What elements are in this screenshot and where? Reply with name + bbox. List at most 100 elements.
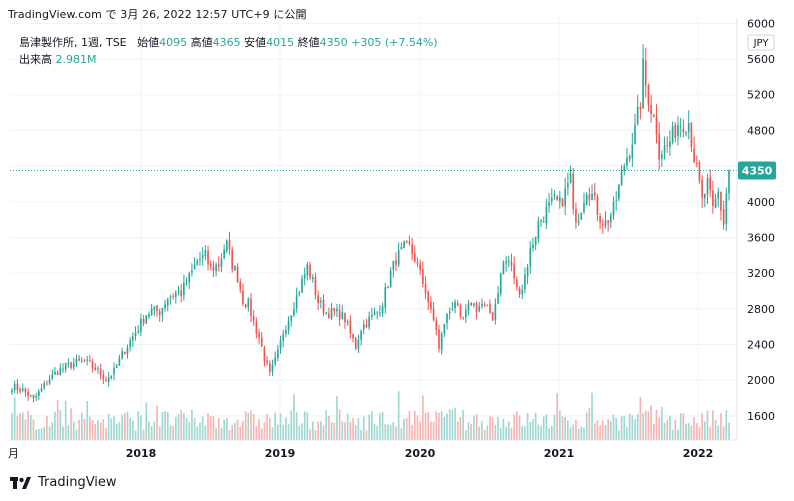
candle-body [561, 198, 564, 207]
volume-bar [671, 429, 674, 440]
volume-bar [123, 413, 126, 440]
volume-bar [628, 413, 631, 440]
volume-bar [35, 429, 37, 440]
volume-bar [183, 412, 185, 440]
volume-bar [21, 412, 24, 440]
volume-bar [685, 423, 687, 440]
candle-body [728, 170, 730, 194]
volume-bar [580, 426, 583, 440]
open-value: 4095 [159, 36, 188, 49]
candle-body [564, 188, 567, 206]
candle-body [279, 340, 282, 350]
volume-bar [435, 411, 438, 440]
volume-bar [223, 419, 225, 440]
volume-bar [40, 428, 43, 440]
volume-bar [75, 429, 78, 440]
x-tick-label: 月 [8, 447, 19, 460]
candle-body [714, 199, 717, 208]
candle-body [113, 367, 115, 375]
candle-body [51, 374, 54, 380]
volume-bar [43, 426, 46, 440]
currency-box [747, 34, 775, 51]
volume-bar [618, 430, 620, 440]
price-chart[interactable]: 1600200024002800320036004000440048005200… [0, 0, 794, 470]
volume-bar [639, 396, 642, 440]
candle-body [333, 308, 336, 311]
close-value: 4350 [319, 36, 348, 49]
candle-body [642, 58, 644, 109]
candle-body [325, 312, 328, 314]
candle-body [220, 258, 223, 267]
y-tick-label: 6000 [747, 17, 775, 30]
volume-bar [105, 427, 107, 440]
volume-bar [403, 418, 405, 440]
candle-body [185, 283, 188, 285]
volume-bar [591, 392, 593, 440]
volume-bar [534, 412, 537, 440]
candle-body [634, 124, 636, 144]
candle-body [717, 191, 720, 200]
volume-bar [687, 423, 690, 440]
candle-body [419, 263, 422, 271]
candle-body [725, 193, 728, 225]
volume-bar [191, 409, 193, 440]
candle-body [67, 362, 70, 365]
volume-bar [389, 424, 392, 440]
volume-bar [577, 428, 580, 440]
volume-bar [368, 414, 370, 440]
candle-body [338, 309, 341, 320]
footer-brand[interactable]: TradingView [10, 475, 117, 490]
candle-body [362, 324, 365, 330]
close-label: 終値 [297, 36, 320, 49]
candle-body [671, 126, 674, 143]
candle-body [615, 199, 618, 201]
candle-body [470, 302, 473, 306]
volume-bar [612, 414, 615, 440]
candle-body [80, 360, 83, 362]
volume-bar [593, 423, 596, 440]
volume-bar [462, 410, 464, 440]
candle-body [567, 183, 569, 188]
candle-body [392, 260, 395, 270]
candle-body [451, 308, 454, 311]
candle-body [89, 360, 91, 362]
candle-body [64, 363, 67, 370]
candle-body [628, 156, 631, 160]
candle-body [473, 303, 475, 306]
candle-body [99, 368, 102, 376]
volume-value: 2.981M [55, 53, 97, 66]
volume-bar [706, 410, 709, 440]
candle-body [610, 214, 612, 223]
volume-bar [599, 425, 601, 440]
volume-bar [258, 419, 260, 440]
candle-body [679, 126, 682, 128]
candle-body [110, 375, 113, 379]
volume-bar [572, 424, 575, 440]
volume-bar [373, 423, 376, 440]
volume-bar [142, 429, 145, 440]
candle-body [389, 270, 392, 287]
volume-bar [558, 410, 561, 440]
candle-body [158, 311, 161, 316]
candle-body [86, 359, 89, 361]
volume-bar [371, 411, 373, 440]
volume-bar [215, 427, 217, 440]
volume-bar [295, 412, 298, 440]
candle-body [376, 312, 379, 314]
candle-body [134, 332, 137, 336]
candle-body [459, 306, 462, 317]
volume-bar [174, 417, 177, 440]
candle-body [266, 360, 268, 363]
candle-body [301, 278, 303, 293]
volume-bar [400, 428, 403, 440]
volume-bar [24, 419, 27, 440]
candle-body [521, 289, 524, 294]
volume-bar [132, 420, 134, 440]
volume-bar [94, 423, 97, 440]
candle-body [274, 357, 276, 365]
candle-body [306, 264, 309, 276]
candle-body [78, 358, 80, 361]
volume-bar [459, 417, 462, 440]
candle-body [556, 196, 558, 200]
volume-bar [70, 408, 72, 440]
